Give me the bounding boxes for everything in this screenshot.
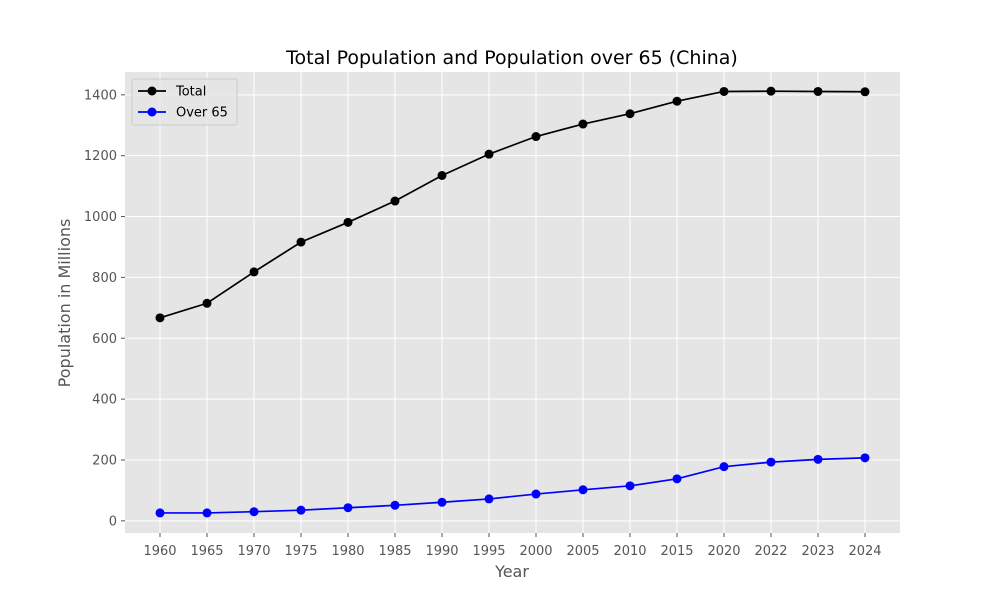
legend-label-over-65: Over 65	[176, 106, 228, 121]
legend-marker-over-65	[147, 107, 157, 117]
data-point-over-65	[202, 508, 212, 518]
x-tick-label: 1995	[472, 544, 505, 559]
x-tick-label: 2024	[848, 544, 881, 559]
x-tick-label: 2015	[660, 544, 693, 559]
x-tick-label: 1980	[331, 544, 364, 559]
series-line-over-65	[160, 456, 866, 514]
y-tick-label: 600	[92, 332, 117, 347]
x-tick-label: 2005	[566, 544, 599, 559]
series-total	[155, 86, 870, 323]
data-point-total	[860, 87, 870, 97]
y-tick-label: 200	[92, 453, 117, 468]
y-tick-label: 800	[92, 271, 117, 286]
grid-lines	[125, 72, 900, 533]
x-tick-label: 1985	[378, 544, 411, 559]
data-point-total	[719, 86, 729, 96]
x-tick-label: 1965	[190, 544, 223, 559]
plot-area	[125, 72, 900, 533]
data-point-total	[249, 267, 259, 277]
series-lines	[155, 86, 870, 518]
x-tick-label: 2000	[519, 544, 552, 559]
data-point-over-65	[672, 474, 682, 484]
data-point-total	[437, 170, 447, 180]
data-point-over-65	[296, 505, 306, 515]
data-point-total	[672, 96, 682, 106]
x-tick-label: 2023	[801, 544, 834, 559]
series-over-65	[155, 453, 870, 518]
x-tick-label: 2010	[613, 544, 646, 559]
data-point-over-65	[155, 508, 165, 518]
legend-marker-total	[147, 86, 157, 96]
data-point-total	[390, 196, 400, 206]
data-point-total	[766, 86, 776, 96]
data-point-over-65	[390, 500, 400, 510]
data-point-over-65	[719, 462, 729, 472]
data-point-over-65	[531, 489, 541, 499]
data-point-over-65	[766, 457, 776, 467]
x-tick-label: 1960	[143, 544, 176, 559]
data-point-over-65	[625, 481, 635, 491]
data-point-over-65	[437, 497, 447, 507]
data-point-total	[155, 313, 165, 323]
data-point-total	[202, 298, 212, 308]
y-tick-label: 400	[92, 393, 117, 408]
data-point-over-65	[860, 453, 870, 463]
data-point-total	[343, 217, 353, 227]
data-point-over-65	[813, 454, 823, 464]
data-point-over-65	[343, 503, 353, 513]
data-point-total	[484, 149, 494, 159]
series-line-total	[159, 90, 866, 319]
data-point-total	[813, 86, 823, 96]
y-tick-label: 1000	[84, 210, 117, 225]
data-point-over-65	[578, 485, 588, 495]
data-point-total	[296, 237, 306, 247]
data-point-total	[625, 109, 635, 119]
x-tick-label: 1970	[237, 544, 270, 559]
x-tick-label: 2022	[754, 544, 787, 559]
x-tick-label: 1975	[284, 544, 317, 559]
legend: Total Over 65	[131, 78, 238, 126]
chart-title: Total Population and Population over 65 …	[285, 47, 738, 69]
y-tick-label: 1400	[84, 88, 117, 103]
x-tick-label: 2020	[707, 544, 740, 559]
y-tick-label: 0	[109, 514, 117, 529]
data-point-total	[531, 132, 541, 142]
data-point-over-65	[249, 507, 259, 517]
y-axis-label: Population in Millions	[55, 219, 74, 388]
data-point-total	[578, 119, 588, 129]
legend-label-total: Total	[175, 85, 206, 100]
data-point-over-65	[484, 494, 494, 504]
x-axis-label: Year	[494, 562, 529, 581]
x-tick-label: 1990	[425, 544, 458, 559]
axis-ticks: 1960 1965 1970 1975 1980 1985 1990 1995 2000 2005…	[84, 88, 882, 559]
y-tick-label: 1200	[84, 149, 117, 164]
